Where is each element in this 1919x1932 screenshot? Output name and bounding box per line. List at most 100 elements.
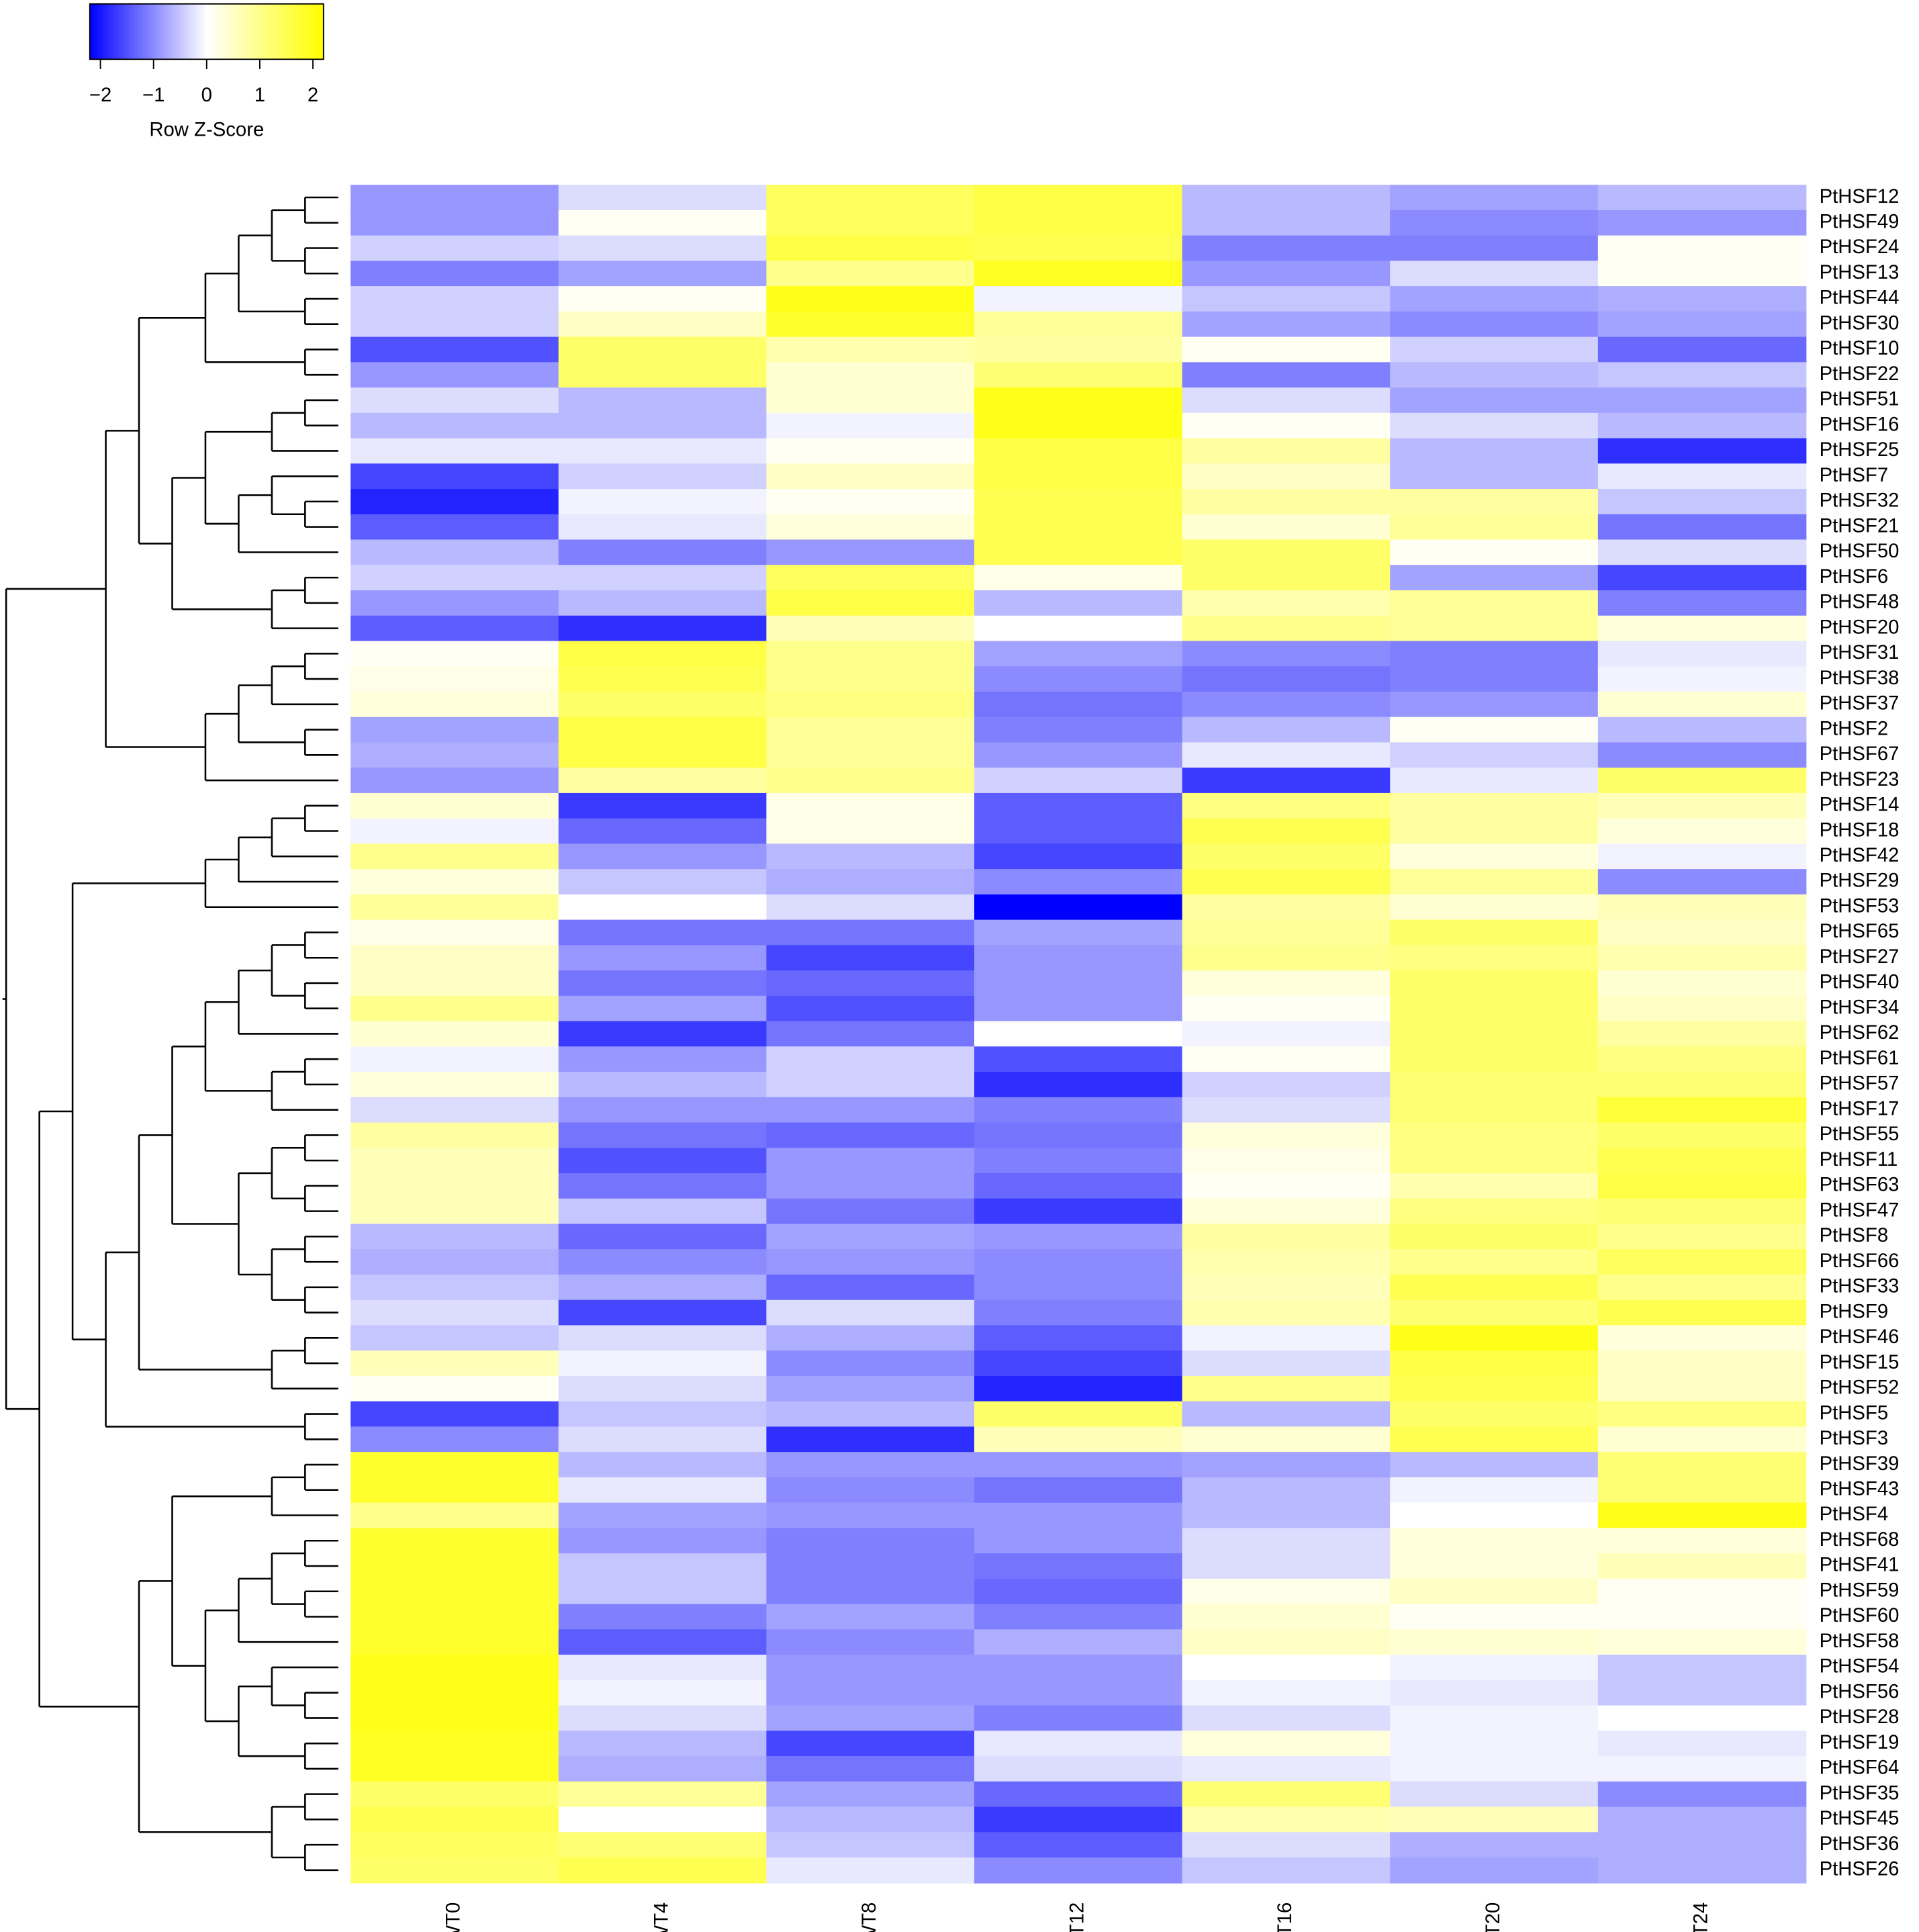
heatmap-cell bbox=[350, 1046, 559, 1072]
heatmap-cell bbox=[1390, 185, 1599, 211]
heatmap-cell bbox=[558, 970, 767, 997]
heatmap-cell bbox=[1597, 666, 1807, 692]
heatmap-cell bbox=[350, 1731, 559, 1757]
heatmap-cell bbox=[1390, 1426, 1599, 1453]
heatmap-cell bbox=[766, 463, 975, 490]
heatmap-cell bbox=[558, 1122, 767, 1149]
heatmap-cell bbox=[974, 1198, 1183, 1225]
heatmap-cell bbox=[766, 1350, 975, 1377]
heatmap-cell bbox=[558, 1401, 767, 1428]
heatmap-cell bbox=[558, 768, 767, 794]
heatmap-cell bbox=[1597, 1426, 1807, 1453]
row-label: PtHSF20 bbox=[1820, 616, 1900, 638]
heatmap-cell bbox=[558, 185, 767, 211]
heatmap-cell bbox=[1597, 717, 1807, 743]
heatmap-cell bbox=[1182, 742, 1391, 769]
heatmap-cell bbox=[350, 615, 559, 642]
heatmap-cell bbox=[1597, 995, 1807, 1022]
heatmap-cell bbox=[558, 1553, 767, 1579]
heatmap-cell bbox=[974, 945, 1183, 972]
heatmap-cell bbox=[1390, 261, 1599, 287]
heatmap-cell bbox=[1182, 1578, 1391, 1605]
heatmap-cell bbox=[558, 717, 767, 743]
row-label: PtHSF38 bbox=[1820, 667, 1900, 689]
heatmap-cell bbox=[1182, 970, 1391, 997]
heatmap-cell bbox=[974, 286, 1183, 312]
heatmap-cell bbox=[1597, 1629, 1807, 1655]
heatmap-cell bbox=[974, 1325, 1183, 1352]
heatmap-cell bbox=[1597, 1401, 1807, 1428]
row-label: PtHSF55 bbox=[1820, 1123, 1900, 1145]
heatmap-cell bbox=[766, 1528, 975, 1555]
heatmap-cell bbox=[1182, 691, 1391, 718]
heatmap-cell bbox=[1390, 1224, 1599, 1250]
heatmap-cell bbox=[1182, 1655, 1391, 1681]
heatmap-cell bbox=[350, 1629, 559, 1655]
heatmap-cell bbox=[766, 1122, 975, 1149]
heatmap-cell bbox=[1390, 717, 1599, 743]
column-label: WT16 bbox=[1274, 1902, 1296, 1932]
heatmap-cell bbox=[974, 1806, 1183, 1833]
row-label: PtHSF57 bbox=[1820, 1072, 1900, 1095]
heatmap-cell bbox=[974, 666, 1183, 692]
heatmap-cell bbox=[1182, 1604, 1391, 1630]
heatmap-cell bbox=[766, 1604, 975, 1630]
heatmap-cell bbox=[1390, 412, 1599, 439]
heatmap-cell bbox=[974, 1680, 1183, 1706]
heatmap-cell bbox=[766, 1655, 975, 1681]
heatmap-cell bbox=[974, 185, 1183, 211]
color-key-tick-label: 1 bbox=[254, 84, 265, 106]
row-label: PtHSF9 bbox=[1820, 1300, 1889, 1322]
heatmap-cell bbox=[1597, 1452, 1807, 1478]
heatmap-cell bbox=[974, 412, 1183, 439]
heatmap-cell bbox=[558, 1705, 767, 1732]
heatmap-cell bbox=[1597, 311, 1807, 338]
row-label: PtHSF22 bbox=[1820, 363, 1900, 385]
heatmap-cell bbox=[1390, 1148, 1599, 1174]
heatmap-cell bbox=[1597, 1274, 1807, 1301]
row-label: PtHSF31 bbox=[1820, 641, 1900, 663]
heatmap-cell bbox=[766, 1046, 975, 1072]
heatmap-cell bbox=[974, 1578, 1183, 1605]
heatmap-cell bbox=[558, 869, 767, 895]
heatmap-cell bbox=[1390, 970, 1599, 997]
row-label: PtHSF62 bbox=[1820, 1021, 1900, 1044]
heatmap-cell bbox=[1182, 590, 1391, 616]
heatmap-cell bbox=[1182, 1198, 1391, 1225]
heatmap-cell bbox=[1390, 1857, 1599, 1884]
row-label: PtHSF32 bbox=[1820, 490, 1900, 512]
column-label: WT8 bbox=[858, 1902, 880, 1932]
heatmap-cell bbox=[350, 818, 559, 845]
row-label: PtHSF28 bbox=[1820, 1706, 1900, 1728]
heatmap-cell bbox=[1390, 1350, 1599, 1377]
heatmap-cell bbox=[766, 1299, 975, 1326]
heatmap-cell bbox=[1597, 1375, 1807, 1402]
color-key-title: Row Z-Score bbox=[149, 118, 264, 140]
heatmap-cell bbox=[350, 1198, 559, 1225]
heatmap-cell bbox=[558, 843, 767, 870]
heatmap-cell bbox=[766, 641, 975, 668]
row-label: PtHSF12 bbox=[1820, 185, 1900, 208]
heatmap-cell bbox=[350, 261, 559, 287]
heatmap-cell bbox=[766, 717, 975, 743]
heatmap-cell bbox=[1182, 311, 1391, 338]
heatmap-cell bbox=[350, 362, 559, 388]
heatmap-cell bbox=[1390, 1553, 1599, 1579]
row-label: PtHSF45 bbox=[1820, 1807, 1900, 1829]
heatmap-cell bbox=[1597, 970, 1807, 997]
heatmap-cell bbox=[1390, 210, 1599, 236]
heatmap-cell bbox=[558, 1274, 767, 1301]
heatmap-cell bbox=[974, 1122, 1183, 1149]
heatmap-cell bbox=[1597, 641, 1807, 668]
heatmap-cell bbox=[558, 336, 767, 363]
heatmap-cell bbox=[1182, 1122, 1391, 1149]
heatmap-cell bbox=[974, 565, 1183, 591]
heatmap-cell bbox=[1597, 1832, 1807, 1858]
heatmap-cell bbox=[1182, 1046, 1391, 1072]
heatmap-cell bbox=[1390, 995, 1599, 1022]
color-key-tick-label: 2 bbox=[308, 84, 318, 106]
heatmap-cell bbox=[1182, 717, 1391, 743]
heatmap-cell bbox=[558, 1046, 767, 1072]
heatmap-cell bbox=[1597, 1502, 1807, 1529]
